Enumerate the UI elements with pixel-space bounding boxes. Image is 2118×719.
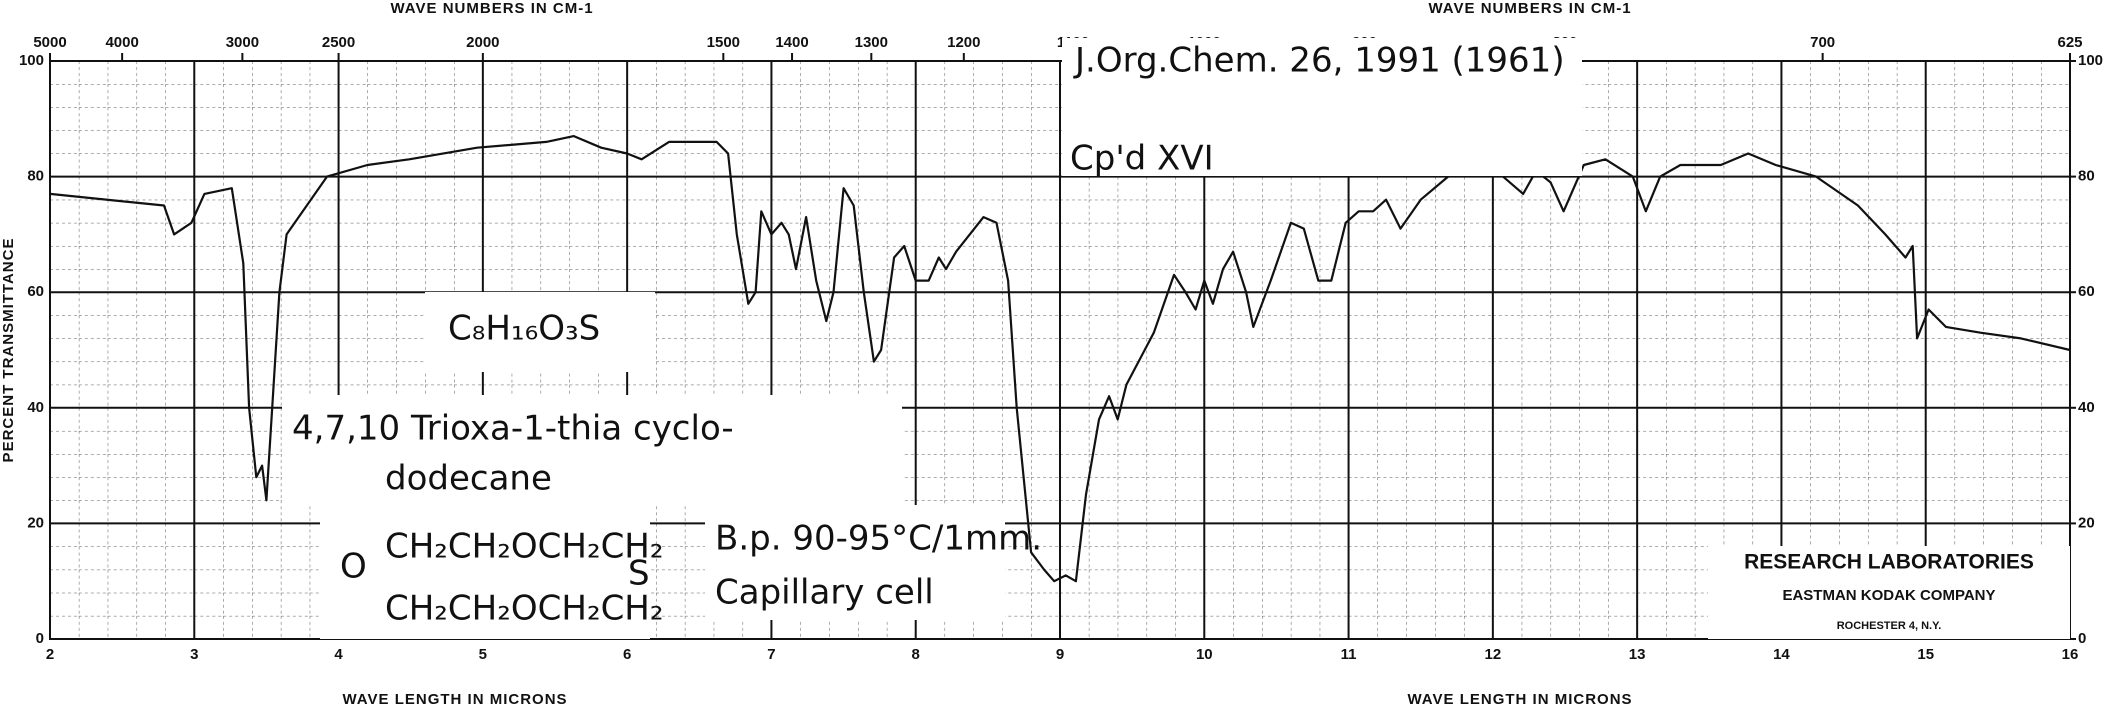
y2-tick-label: 40 (2078, 399, 2095, 416)
top-axis-label: WAVE NUMBERS IN CM-1 (390, 0, 593, 17)
y-tick-label: 40 (27, 399, 44, 416)
y-tick-label: 20 (27, 514, 44, 531)
annotation-bg (1062, 38, 1582, 176)
y2-tick-label: 60 (2078, 283, 2095, 300)
lab-name: RESEARCH LABORATORIES (1744, 551, 2034, 574)
top-tick-label: 1300 (855, 34, 888, 51)
annotation-bg (425, 292, 655, 372)
top-tick-label: 5000 (33, 34, 66, 51)
x-tick-label: 10 (1196, 646, 1213, 663)
top-tick-label: 1400 (775, 34, 808, 51)
structure: CH₂CH₂OCH₂CH₂ (385, 589, 664, 629)
compound-name: 4,7,10 Trioxa-1-thia cyclo- (292, 409, 734, 449)
y2-tick-label: 80 (2078, 168, 2095, 185)
label-box (1708, 546, 2070, 639)
x-tick-label: 7 (767, 646, 775, 663)
x-tick-label: 6 (623, 646, 631, 663)
x-tick-label: 5 (479, 646, 487, 663)
boiling-point: B.p. 90-95°C/1mm. (715, 519, 1042, 559)
structure: CH₂CH₂OCH₂CH₂ (385, 527, 664, 567)
y2-tick-label: 0 (2078, 630, 2086, 647)
top-tick-label: 1200 (947, 34, 980, 51)
x-tick-label: 12 (1485, 646, 1502, 663)
x-axis-label: WAVE LENGTH IN MICRONS (342, 691, 567, 708)
x-tick-label: 4 (334, 646, 343, 663)
y-tick-label: 0 (36, 630, 44, 647)
structure: O (340, 547, 367, 587)
x-tick-label: 8 (912, 646, 920, 663)
x-tick-label: 9 (1056, 646, 1064, 663)
spectrum-line (49, 135, 2071, 583)
lab-city: ROCHESTER 4, N.Y. (1837, 620, 1942, 632)
top-tick-label: 4000 (105, 34, 138, 51)
compound-id: Cp'd XVI (1070, 139, 1214, 179)
top-tick-label: 2000 (466, 34, 499, 51)
x-tick-label: 11 (1341, 646, 1357, 663)
lab-company: EASTMAN KODAK COMPANY (1782, 587, 1995, 604)
top-tick-label: 625 (2057, 34, 2082, 51)
compound-name: dodecane (385, 459, 552, 499)
y-tick-label: 100 (19, 52, 44, 69)
y-axis-label: PERCENT TRANSMITTANCE (0, 238, 17, 463)
y-tick-label: 60 (27, 283, 44, 300)
x-tick-label: 13 (1629, 646, 1646, 663)
y2-tick-label: 100 (2078, 52, 2103, 69)
y2-tick-label: 20 (2078, 514, 2095, 531)
top-tick-label: 3000 (226, 34, 259, 51)
x-tick-label: 16 (2062, 646, 2079, 663)
x-axis-label: WAVE LENGTH IN MICRONS (1407, 691, 1632, 708)
y-tick-label: 80 (27, 168, 44, 185)
reference: J.Org.Chem. 26, 1991 (1961) (1073, 41, 1565, 81)
formula: C₈H₁₆O₃S (448, 309, 600, 349)
annotation-bg (320, 505, 650, 639)
top-tick-label: 1500 (707, 34, 740, 51)
annotation-bg (282, 395, 902, 505)
top-tick-label: 700 (1810, 34, 1835, 51)
x-tick-label: 15 (1917, 646, 1934, 663)
annotation-bg (705, 505, 1005, 620)
cell-type: Capillary cell (715, 573, 934, 613)
top-tick-label: 2500 (322, 34, 355, 51)
top-axis-label: WAVE NUMBERS IN CM-1 (1428, 0, 1631, 17)
x-tick-label: 14 (1773, 646, 1790, 663)
x-tick-label: 3 (190, 646, 198, 663)
x-tick-label: 2 (46, 646, 54, 663)
structure: S (628, 554, 650, 594)
